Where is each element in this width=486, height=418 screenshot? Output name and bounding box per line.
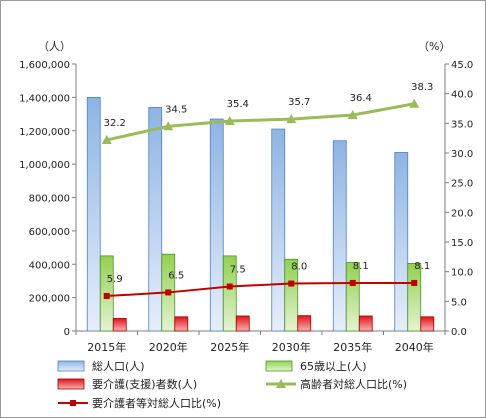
elderly-ratio-line [106, 102, 415, 142]
x-tick-label: 2025年 [210, 340, 249, 354]
care-recipients-bar [112, 318, 127, 332]
x-tick-label: 2020年 [149, 340, 188, 354]
lines [101, 98, 420, 299]
right-tick-label: 0.0 [451, 327, 467, 338]
total-population-bar [86, 96, 101, 332]
elderly-ratio-value-label: 32.2 [104, 118, 126, 129]
care-ratio-line [106, 281, 415, 297]
elderly-ratio-value-label: 34.5 [165, 104, 187, 115]
legend-marker [70, 400, 76, 406]
legend-marker [276, 379, 286, 388]
x-tick-label: 2015年 [87, 340, 126, 354]
care-ratio-value-label: 8.1 [414, 261, 430, 272]
left-tick-label: 1,200,000 [19, 127, 70, 138]
left-tick-label: 0 [64, 327, 70, 338]
elderly-ratio-value-label: 35.7 [288, 97, 310, 108]
left-tick-label: 1,400,000 [19, 93, 70, 104]
care-recipients-bar [174, 316, 189, 332]
elderly-ratio-value-label: 36.4 [350, 93, 372, 104]
legend-care-ratio: 要介護者等対総人口比(%) [58, 396, 221, 410]
bars [86, 96, 435, 332]
care-ratio-value-label: 6.5 [168, 270, 184, 281]
elderly-ratio-value-label: 35.4 [227, 99, 249, 110]
legend-care-recipients: 要介護(支援)者数(人) [57, 377, 197, 391]
age65-bar [407, 263, 422, 332]
legend-label: 要介護者等対総人口比(%) [92, 396, 221, 410]
legend-swatch [57, 378, 85, 390]
care-recipients-bar [297, 315, 312, 332]
right-tick-label: 30.0 [451, 149, 473, 160]
right-tick-label: 20.0 [451, 208, 473, 219]
legend-age65: 65歳以上(人) [265, 360, 367, 373]
elderly-ratio-value-label: 38.3 [411, 82, 433, 93]
left-tick-label: 800,000 [29, 194, 70, 205]
age65-bar [284, 258, 299, 332]
right-tick-label: 35.0 [451, 119, 473, 130]
care-ratio-value-label: 8.1 [353, 261, 369, 272]
total-population-bar [148, 106, 163, 332]
x-tick-label: 2040年 [395, 340, 434, 354]
left-tick-label: 400,000 [29, 260, 70, 271]
left-tick-label: 1,000,000 [19, 160, 70, 171]
age65-bar [345, 262, 360, 332]
care-ratio-marker [165, 289, 172, 296]
legend-label: 要介護(支援)者数(人) [92, 377, 197, 391]
right-tick-label: 40.0 [451, 90, 473, 101]
right-tick-label: 10.0 [451, 268, 473, 279]
x-tick-label: 2035年 [333, 340, 372, 354]
legend: 総人口(人) 65歳以上(人) 要介護(支援)者数(人) 高齢者対総人口比(%) 要介護… [57, 359, 407, 410]
elderly-ratio-marker [286, 114, 297, 124]
care-ratio-marker [103, 292, 110, 299]
left-axis-unit: （人） [38, 40, 71, 53]
care-recipients-bar [235, 315, 250, 332]
care-ratio-marker [411, 279, 418, 286]
elderly-ratio-marker [163, 121, 174, 131]
total-population-bar [332, 140, 347, 332]
legend-label: 高齢者対総人口比(%) [300, 377, 407, 391]
elderly-ratio-marker [224, 115, 235, 125]
care-ratio-marker [226, 283, 233, 290]
legend-label: 総人口(人) [92, 359, 145, 373]
right-axis-unit: （%） [418, 40, 450, 53]
legend-elderly-ratio: 高齢者対総人口比(%) [266, 377, 407, 391]
elderly-ratio-marker [101, 134, 112, 144]
care-ratio-marker [288, 280, 295, 287]
axes: 0 200,000 400,000 600,000 800,000 1,000,000 1,… [19, 60, 473, 354]
age65-bar [222, 255, 237, 332]
legend-label: 65歳以上(人) [300, 360, 367, 373]
elderly-ratio-marker [347, 110, 358, 120]
legend-total-population: 総人口(人) [57, 359, 145, 373]
total-population-bar [271, 128, 286, 332]
care-recipients-bar [358, 315, 373, 332]
right-tick-label: 25.0 [451, 179, 473, 190]
right-tick-label: 5.0 [451, 297, 467, 308]
elderly-ratio-marker [409, 98, 420, 108]
total-population-bar [209, 118, 224, 332]
right-tick-label: 45.0 [451, 60, 473, 71]
care-recipients-bar [420, 316, 435, 332]
care-ratio-value-label: 5.9 [107, 274, 123, 285]
care-ratio-value-label: 7.5 [230, 265, 246, 276]
left-tick-label: 1,600,000 [19, 60, 70, 71]
left-tick-label: 600,000 [29, 227, 70, 238]
legend-swatch [57, 360, 85, 372]
right-tick-label: 15.0 [451, 238, 473, 249]
legend-swatch [265, 360, 293, 372]
data-labels: 32.2 34.5 35.4 35.7 36.4 38.3 5.9 6.5 7.5 8.0 8.1 8… [104, 82, 434, 285]
x-tick-label: 2030年 [272, 340, 311, 354]
total-population-bar [394, 152, 409, 332]
left-tick-label: 200,000 [29, 294, 70, 305]
care-ratio-marker [349, 279, 356, 286]
care-ratio-value-label: 8.0 [291, 262, 307, 273]
